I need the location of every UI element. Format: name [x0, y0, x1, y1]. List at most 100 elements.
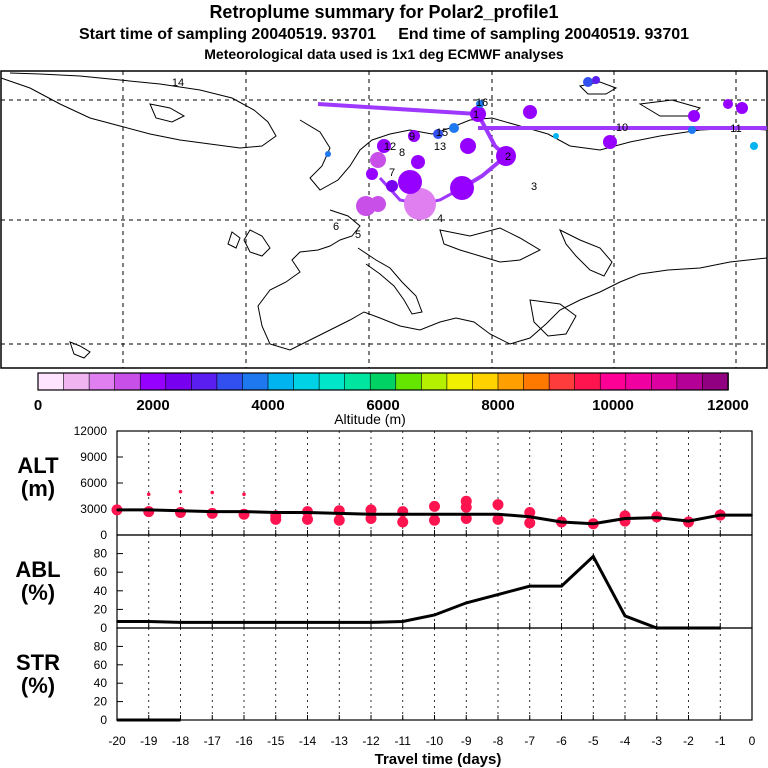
series-point [687, 520, 690, 522]
y-tick-label: 6000 [80, 476, 107, 490]
series-point [401, 620, 404, 623]
time-series-panels: 030006000900012000ALT(m)020406080ABL(%)0… [15, 424, 755, 768]
cluster-point [178, 489, 183, 494]
series-point [433, 513, 436, 515]
map-frame [0, 70, 768, 369]
map-panel: 14 16 11 15 12 13 10 987 6 5 4 3 2 1 [0, 70, 768, 369]
series-point [306, 621, 309, 624]
map-label: 2 [505, 151, 511, 163]
series-point [497, 513, 499, 515]
x-tick-label: -15 [267, 734, 285, 748]
map-labels: 14 16 11 15 12 13 10 987 6 5 4 3 2 1 [172, 77, 742, 241]
x-tick-label: -16 [235, 734, 253, 748]
cluster-point [429, 500, 440, 512]
series-point [179, 621, 182, 624]
colorbar-cell [446, 372, 474, 391]
x-tick-label: -6 [556, 734, 567, 748]
series-point [528, 585, 531, 587]
y-tick-label: 40 [94, 584, 108, 598]
colorbar-cell [472, 372, 499, 391]
series-point [147, 509, 150, 511]
colorbar-cell [242, 372, 269, 391]
map-cluster [366, 168, 378, 180]
series-point [306, 511, 309, 514]
y-tick-label: 20 [94, 695, 108, 709]
met-data-text: Meteorological data used is 1x1 deg ECMW… [204, 46, 564, 62]
series-line [117, 553, 721, 630]
series-point [751, 514, 753, 516]
colorbar-cell [574, 372, 602, 391]
y-axis-label: (%) [21, 673, 55, 698]
series-point [243, 510, 245, 513]
x-tick-label: -2 [683, 734, 694, 748]
colorbar-cell [165, 372, 193, 391]
series-point [211, 510, 214, 513]
y-tick-label: 20 [94, 602, 108, 616]
colorbar-cell [599, 372, 627, 391]
series-point [465, 602, 468, 604]
x-tick-label: -19 [140, 734, 158, 748]
series-point [655, 516, 658, 519]
cluster-point [270, 513, 282, 525]
map-cluster [404, 188, 436, 220]
colorbar-cell [267, 372, 295, 391]
map-label: 16 [476, 97, 488, 109]
y-tick-label: 3000 [80, 502, 107, 516]
colorbar-cell [395, 372, 423, 391]
map-cluster [450, 176, 474, 200]
y-axis-label: ABL [15, 557, 60, 582]
series-point [211, 621, 214, 624]
map-cluster [723, 99, 733, 109]
map-cluster [688, 126, 696, 134]
x-tick-label: -1 [715, 734, 726, 748]
series-point [147, 719, 150, 721]
y-axis-label: STR [16, 650, 60, 675]
map-label: 5 [355, 229, 361, 241]
x-tick-label: -17 [204, 734, 222, 748]
map-cluster [476, 100, 484, 108]
y-tick-label: 40 [94, 676, 108, 690]
series-point [274, 621, 277, 624]
cluster-point [365, 504, 377, 516]
series-point [497, 593, 499, 596]
y-tick-label: 0 [100, 713, 107, 727]
colorbar-cell [369, 372, 397, 391]
series-point [116, 719, 118, 721]
colorbar-tick-label: 4000 [251, 397, 284, 414]
y-axis-label: (m) [21, 476, 55, 501]
map-cluster [736, 102, 748, 114]
colorbar-cell [293, 372, 320, 391]
series-point [179, 509, 182, 512]
colorbar-label: Altitude (m) [334, 411, 406, 427]
y-tick-label: 0 [100, 528, 107, 542]
cluster-point [210, 490, 215, 495]
series-point [370, 621, 372, 624]
map-cluster [408, 130, 420, 142]
cluster-point [397, 516, 409, 528]
cluster-point [206, 507, 218, 519]
map-label: 10 [616, 122, 628, 134]
y-tick-label: 80 [94, 547, 108, 561]
map-cluster [553, 133, 559, 139]
map-cluster [688, 110, 700, 122]
map-cluster [583, 77, 593, 87]
series-point [179, 719, 182, 721]
series-point [719, 514, 722, 516]
x-tick-label: -18 [172, 734, 190, 748]
colorbar-cell [625, 372, 653, 391]
colorbar-cell [63, 372, 90, 391]
cluster-point [524, 517, 536, 529]
x-tick-label: -13 [331, 734, 349, 748]
x-tick-label: -7 [524, 734, 535, 748]
x-tick-label: -11 [395, 734, 412, 748]
chart-panel-str: 0 20 40 60 80 STR(%) [16, 627, 753, 727]
x-axis: -20 -19 -18 -17 -16 -15 -14 -13 -12 -11 -10 -9 -8 -7-… [108, 734, 755, 768]
cluster-point [302, 513, 313, 525]
colorbar-tick-label: 6000 [366, 397, 399, 414]
map-cluster [496, 146, 516, 166]
cluster-point [492, 499, 504, 511]
map-label: 14 [172, 77, 184, 89]
map-cluster [750, 142, 758, 150]
y-axis-label: ALT [17, 453, 59, 478]
y-tick-label: 60 [94, 565, 108, 579]
